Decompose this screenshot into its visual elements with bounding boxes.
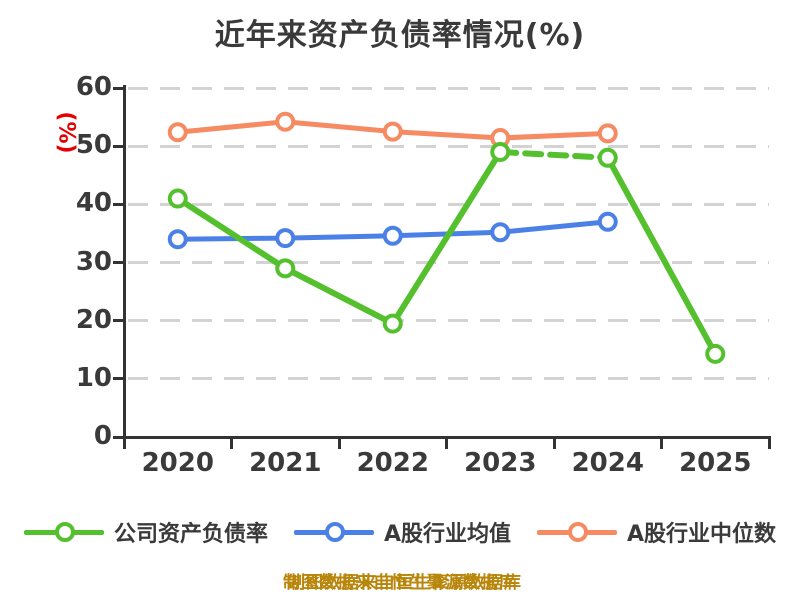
y-tick-label: 30 [75,246,112,277]
chart-title: 近年来资产负债率情况(%) [214,18,586,53]
legend-circle [324,522,345,542]
series-line-segment [497,130,611,141]
y-tick-mark [113,144,124,148]
legend-item: 公司资产负债率 [23,516,268,548]
x-tick-mark [660,439,663,449]
y-tick-label: 50 [75,130,112,161]
legend-item: A股行业均值 [293,516,511,548]
legend-marker-icon [293,520,374,544]
y-tick-label: 40 [75,188,112,219]
y-tick-label: 10 [75,362,112,393]
data-source-caption: 制图数据来自恒生聚源数据库 [283,573,517,593]
x-tick-mark [767,439,771,449]
series-line-segment [604,154,719,357]
x-tick-label: 2024 [571,448,644,478]
series-line-segment [282,265,396,327]
data-point-marker [275,228,296,249]
data-point-marker [597,147,618,168]
data-point-marker [382,121,403,142]
x-tick-label: 2021 [249,448,322,478]
data-point-marker [382,313,403,334]
legend-label: A股行业中位数 [627,522,777,547]
series-line-segment [497,219,611,235]
series-line-segment [282,233,396,241]
gridline [128,86,769,90]
x-tick-label: 2020 [141,448,214,478]
legend-marker-icon [537,520,617,544]
y-tick-label: 60 [75,72,112,102]
y-tick-mark [113,319,124,323]
series-line-segment [390,129,503,141]
y-tick-label: 20 [75,304,112,335]
series-line-segment [175,235,288,242]
x-tick-label: 2025 [679,448,752,478]
legend-circle [568,522,588,542]
series-line-segment [175,119,288,135]
legend: 公司资产负债率 A股行业均值 A股行业中位数 [0,516,800,548]
data-point-marker [167,229,188,250]
y-tick-mark [113,377,124,381]
data-point-marker [490,222,511,243]
series-line-segment [497,148,611,161]
gridline [128,202,769,206]
series-line-segment [389,148,504,327]
data-point-marker [167,188,188,209]
x-tick-mark [445,439,448,449]
x-axis-line [122,436,771,439]
gridline [128,144,769,148]
data-point-marker [275,111,296,132]
data-point-marker [705,343,726,364]
legend-label: 公司资产负债率 [113,522,268,547]
legend-circle [54,522,75,542]
gridline [128,319,769,323]
legend-item: A股行业中位数 [537,516,776,548]
x-tick-mark [122,439,126,449]
y-axis-line [123,85,126,439]
gridline [128,261,769,264]
y-tick-mark [113,202,124,206]
gridline [128,377,769,381]
y-tick-mark [113,261,124,264]
x-tick-label: 2022 [356,448,429,478]
x-tick-mark [337,439,341,449]
y-tick-mark [113,435,124,439]
series-line-segment [282,119,396,135]
data-point-marker [597,123,618,144]
data-point-marker [275,258,296,279]
legend-label: A股行业均值 [383,522,511,547]
x-tick-mark [552,439,556,449]
data-point-marker [490,141,511,162]
x-tick-mark [230,439,233,449]
series-line-segment [174,195,289,272]
data-point-marker [167,122,188,143]
y-tick-label: 0 [93,421,112,451]
legend-marker-icon [23,520,104,544]
data-point-marker [597,211,618,232]
data-point-marker [382,225,403,246]
x-tick-label: 2023 [464,448,537,478]
y-tick-mark [113,86,124,90]
